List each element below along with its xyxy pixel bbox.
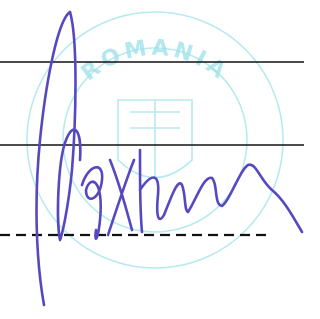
page: ROMANIA (() => { const data = JSON.parse… [0, 0, 304, 319]
signature-image: ROMANIA [0, 0, 304, 319]
